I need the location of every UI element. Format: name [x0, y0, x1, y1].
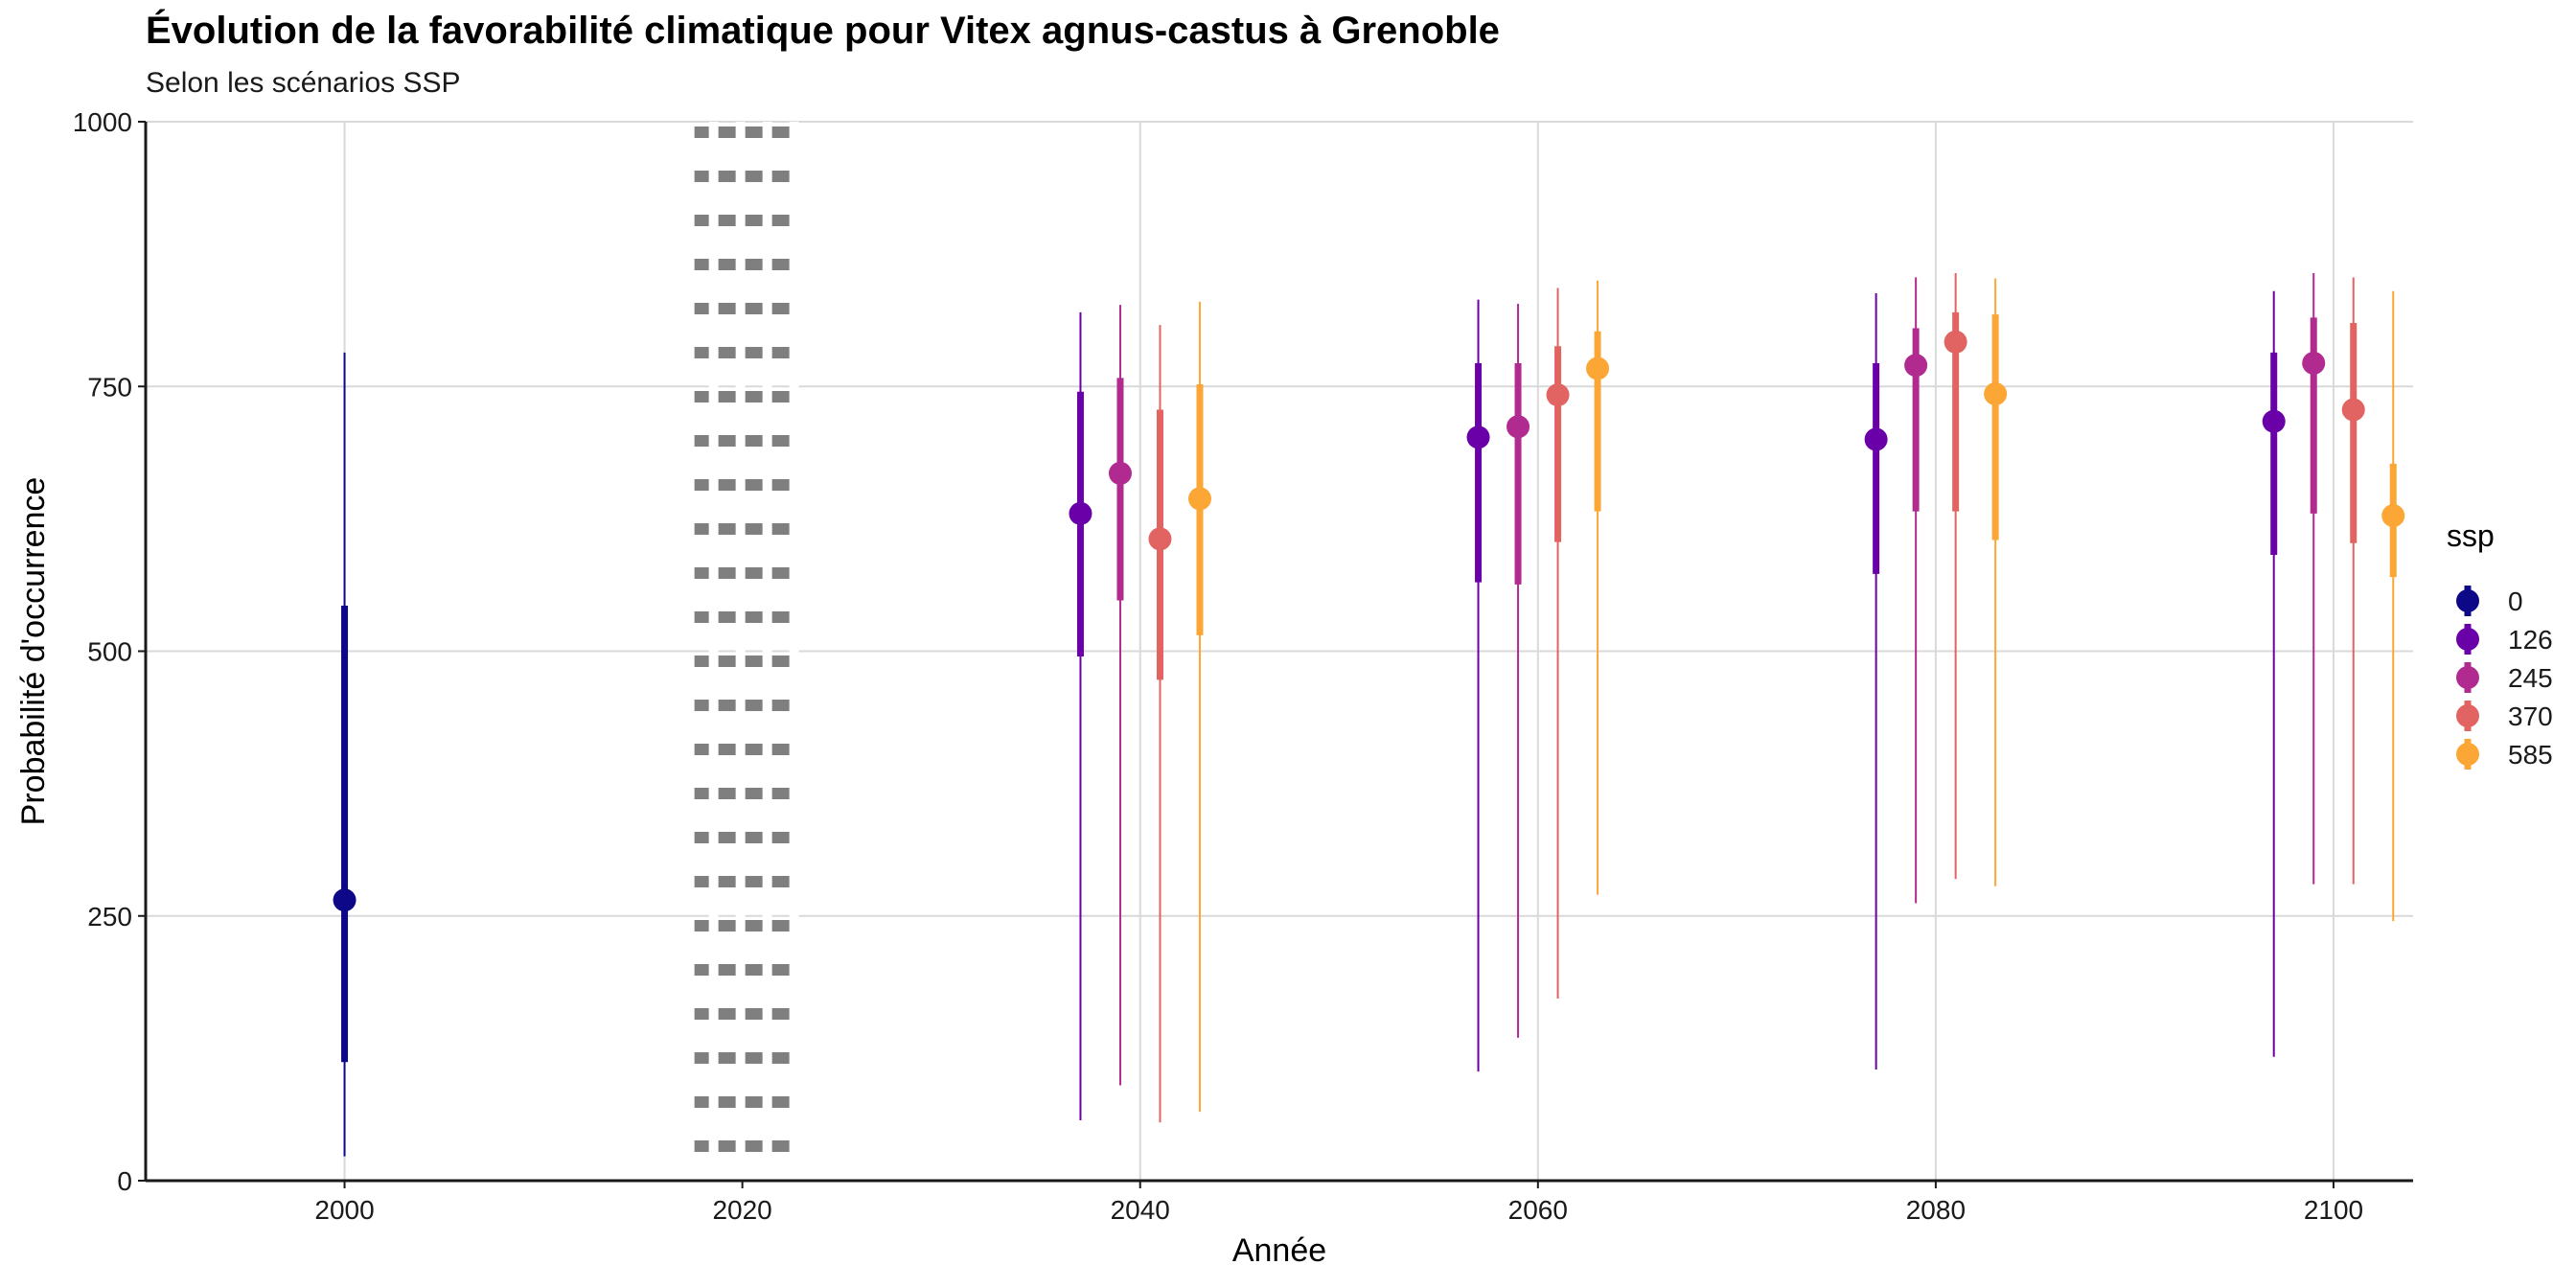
point-ssp370 — [1148, 527, 1172, 551]
x-tick-label: 2100 — [2304, 1195, 2363, 1225]
point-ssp245 — [2302, 351, 2326, 375]
point-ssp0 — [333, 888, 356, 912]
legend-label: 0 — [2508, 586, 2523, 616]
legend-key-point — [2456, 589, 2479, 612]
axes: 0 250 500 750 1000 2000 2020 2040 2060 2080 2100 An… — [15, 107, 2413, 1269]
chart-subtitle: Selon les scénarios SSP — [146, 67, 461, 99]
point-ssp126 — [1466, 426, 1490, 449]
point-ssp370 — [1944, 330, 1967, 354]
x-tick-label: 2000 — [314, 1195, 374, 1225]
legend-key-point — [2456, 743, 2479, 766]
y-tick-label: 250 — [87, 902, 132, 932]
grid — [146, 121, 2413, 1182]
point-ssp126 — [1864, 427, 1888, 451]
point-ssp585 — [1187, 487, 1211, 511]
y-tick-label: 0 — [117, 1166, 132, 1196]
y-tick-label: 750 — [87, 372, 132, 402]
point-ssp126 — [2262, 409, 2286, 433]
legend-label: 370 — [2508, 702, 2553, 731]
point-ssp126 — [1069, 501, 1092, 525]
point-ssp245 — [1506, 415, 1530, 439]
legend-label: 126 — [2508, 625, 2553, 655]
y-tick-label: 1000 — [73, 107, 132, 137]
point-ssp245 — [1108, 461, 1132, 485]
reference-line — [694, 122, 799, 1181]
point-ssp370 — [2341, 398, 2365, 422]
legend: ssp 0 126 245 370 585 — [2447, 518, 2553, 770]
legend-label: 585 — [2508, 740, 2553, 770]
legend-key-point — [2456, 628, 2479, 651]
legend-key-point — [2456, 666, 2479, 689]
point-ssp585 — [1984, 381, 2008, 405]
data-marks — [333, 273, 2405, 1157]
legend-title: ssp — [2447, 518, 2495, 553]
x-tick-label: 2060 — [1508, 1195, 1568, 1225]
x-axis-title: Année — [1232, 1232, 1326, 1269]
point-ssp585 — [2381, 504, 2405, 528]
point-ssp245 — [1904, 354, 1928, 378]
point-ssp370 — [1546, 383, 1570, 407]
y-tick-label: 500 — [87, 637, 132, 667]
x-tick-label: 2020 — [712, 1195, 771, 1225]
x-tick-label: 2040 — [1111, 1195, 1170, 1225]
y-axis-title: Probabilité d'occurrence — [15, 477, 52, 826]
chart-title: Évolution de la favorabilité climatique … — [146, 10, 1500, 52]
point-ssp585 — [1586, 356, 1610, 380]
x-tick-label: 2080 — [1906, 1195, 1966, 1225]
legend-label: 245 — [2508, 663, 2553, 693]
legend-key-point — [2456, 704, 2479, 727]
